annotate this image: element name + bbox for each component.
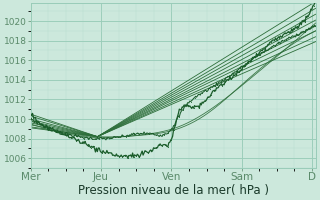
X-axis label: Pression niveau de la mer( hPa ): Pression niveau de la mer( hPa ) <box>78 184 268 197</box>
